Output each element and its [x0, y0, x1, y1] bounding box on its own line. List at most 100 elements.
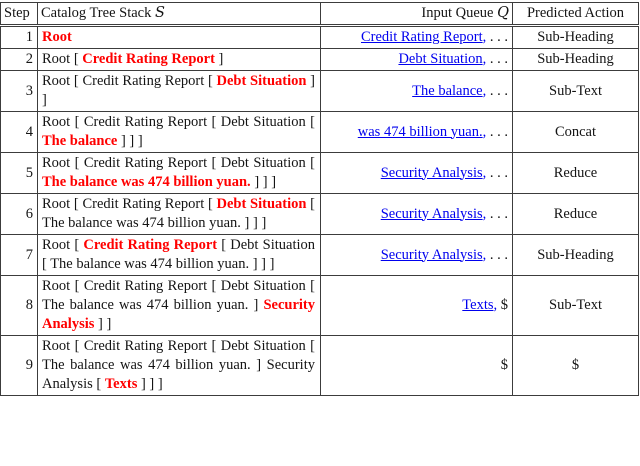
stack-text: Root [ Credit Rating Report [ Debt Sit­u…	[42, 278, 315, 313]
queue-text: . . .	[486, 164, 508, 181]
stack-text: Root [ Credit Rating Report [ Debt Sit­u…	[42, 338, 315, 392]
queue-text: . . .	[486, 29, 508, 45]
queue-text: . . .	[486, 205, 508, 222]
queue-link[interactable]: Security Analysis	[380, 164, 483, 181]
queue-link[interactable]: was 474 billion yuan.	[357, 123, 483, 140]
step-cell: 8	[0, 275, 38, 336]
table-row: 9 Root [ Credit Rating Report [ Debt Sit­…	[0, 335, 639, 396]
header-step: Step	[0, 2, 38, 27]
stack-text: ] ]	[42, 73, 315, 108]
table-row: 5 Root [ Credit Rating Report [ Debt Sit­…	[0, 152, 639, 194]
queue-text: ,	[482, 82, 487, 99]
table-row: 6 Root [ Credit Rating Report [ Debt Situ…	[0, 193, 639, 235]
queue-text: ,	[482, 51, 487, 67]
stack-text: Root [ Credit Rating Report [	[42, 196, 217, 212]
stack-text: ] ]	[94, 316, 112, 332]
header-predicted-action: Predicted Action	[512, 2, 639, 27]
table-row: 2 Root [ Credit Rating Report ] Debt Situa…	[0, 48, 639, 71]
stack-text: Root [	[42, 237, 84, 253]
stack-text: Root [	[42, 51, 83, 67]
table-body: 1 Root Credit Rating Report, . . . Sub-Head…	[0, 25, 639, 396]
stack-highlight-text: Texts	[104, 376, 138, 392]
queue-text: ,	[482, 164, 487, 181]
table-row: 1 Root Credit Rating Report, . . . Sub-Head…	[0, 25, 639, 49]
queue-text: $	[500, 357, 508, 373]
queue-text: ,	[493, 297, 498, 313]
stack-text: [ Debt Situation [ The balance was 474 b…	[42, 237, 315, 272]
queue-cell: $	[320, 335, 513, 396]
stack-highlight-text: Security Analysis	[42, 297, 315, 332]
step-cell: 3	[0, 70, 38, 112]
action-cell: Concat	[512, 111, 639, 153]
stack-cell: Root [ Credit Rating Report ]	[37, 48, 321, 71]
queue-cell: was 474 billion yuan., . . .	[320, 111, 513, 153]
stack-text: ]	[214, 51, 224, 67]
queue-text: ,	[482, 246, 487, 263]
stack-text: ] ] ]	[137, 376, 163, 392]
step-cell: 6	[0, 193, 38, 235]
parse-trace-table: Step Catalog Tree Stack S Input Queue Q …	[0, 2, 639, 396]
queue-link[interactable]: Debt Situation	[398, 51, 483, 67]
queue-text: . . .	[486, 123, 508, 140]
table-row: 4 Root [ Credit Rating Report [ Debt Sit­…	[0, 111, 639, 153]
header-input-queue: Input Queue Q	[320, 2, 513, 27]
header-stack-label: Catalog Tree Stack	[41, 5, 152, 21]
queue-text: . . .	[486, 51, 508, 67]
stack-highlight-text: Debt Situation	[216, 73, 307, 89]
queue-cell: Security Analysis, . . .	[320, 193, 513, 235]
queue-link[interactable]: Security Analysis	[380, 246, 483, 263]
stack-text: ] ] ]	[117, 133, 143, 149]
queue-cell: The balance, . . .	[320, 70, 513, 112]
queue-text: . . .	[486, 82, 508, 99]
stack-highlight-text: The balance was 474 bil­lion yuan.	[42, 174, 251, 190]
stack-cell: Root [ Credit Rating Report [ Debt Situa…	[37, 193, 321, 235]
stack-text: Root [ Credit Rating Report [ Debt Sit­u…	[42, 155, 315, 171]
queue-cell: Security Analysis, . . .	[320, 152, 513, 194]
stack-text: Root [ Credit Rating Report [	[42, 73, 217, 89]
stack-cell: Root [ Credit Rating Report [ Debt Sit­u…	[37, 152, 321, 194]
queue-link[interactable]: Credit Rating Report	[361, 29, 483, 45]
stack-highlight-text: The balance	[42, 133, 118, 149]
queue-cell: Texts, $	[320, 275, 513, 336]
stack-highlight-text: Debt Situation	[216, 196, 307, 212]
step-cell: 2	[0, 48, 38, 71]
header-catalog-tree-stack: Catalog Tree Stack S	[37, 2, 321, 27]
stack-cell: Root [ Credit Rating Report [ Debt Situa…	[37, 234, 321, 276]
stack-text: [ The balance was 474 bil­lion yuan. ] ]…	[42, 196, 315, 231]
queue-text: . . .	[486, 246, 508, 263]
step-cell: 1	[0, 25, 38, 49]
table-header: Step Catalog Tree Stack S Input Queue Q …	[0, 2, 639, 27]
stack-highlight-text: Root	[42, 29, 72, 45]
script-q-symbol: Q	[497, 5, 509, 21]
queue-cell: Credit Rating Report, . . .	[320, 25, 513, 49]
queue-text: ,	[482, 29, 487, 45]
stack-highlight-text: Credit Rating Report	[82, 51, 215, 67]
queue-link[interactable]: Security Analysis	[380, 205, 483, 222]
table-row: 8 Root [ Credit Rating Report [ Debt Sit­…	[0, 275, 639, 336]
action-cell: Reduce	[512, 193, 639, 235]
script-s-symbol: S	[154, 5, 165, 21]
queue-link[interactable]: The balance	[412, 82, 483, 99]
queue-link[interactable]: Texts	[462, 297, 494, 313]
queue-cell: Debt Situation, . . .	[320, 48, 513, 71]
table-row: 7 Root [ Credit Rating Report [ Debt Situ…	[0, 234, 639, 276]
action-cell: Reduce	[512, 152, 639, 194]
stack-text: Root [ Credit Rating Report [ Debt Sit­u…	[42, 114, 315, 130]
stack-text: ] ] ]	[250, 174, 277, 190]
action-cell: Sub-Text	[512, 70, 639, 112]
step-cell: 9	[0, 335, 38, 396]
queue-text: $	[497, 297, 508, 313]
stack-cell: Root [ Credit Rating Report [ Debt Sit­u…	[37, 111, 321, 153]
stack-cell: Root	[37, 25, 321, 49]
action-cell: Sub-Heading	[512, 25, 639, 49]
step-cell: 5	[0, 152, 38, 194]
table-row: 3 Root [ Credit Rating Report [ Debt Situ…	[0, 70, 639, 112]
stack-highlight-text: Credit Rating Report	[83, 237, 218, 253]
step-cell: 7	[0, 234, 38, 276]
header-row: Step Catalog Tree Stack S Input Queue Q …	[0, 2, 639, 27]
action-cell: Sub-Text	[512, 275, 639, 336]
header-queue-label: Input Queue	[421, 5, 494, 21]
stack-cell: Root [ Credit Rating Report [ Debt Sit­u…	[37, 335, 321, 396]
step-cell: 4	[0, 111, 38, 153]
stack-cell: Root [ Credit Rating Report [ Debt Sit­u…	[37, 275, 321, 336]
